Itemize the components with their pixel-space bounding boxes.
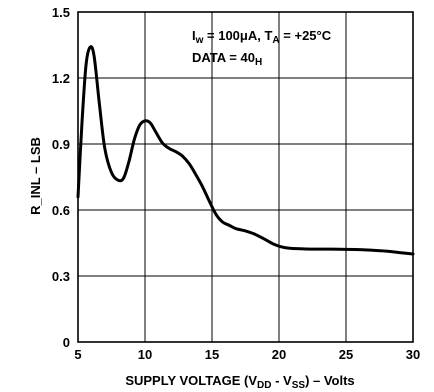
- series-line-group: [76, 45, 415, 256]
- annotation-line-2: DATA = 40H: [192, 50, 262, 68]
- x-tick-label: 30: [406, 347, 420, 362]
- x-tick-labels: 5 10 15 20 25 30: [74, 347, 420, 362]
- y-tick-labels: 0 0.3 0.6 0.9 1.2 1.5: [52, 5, 70, 350]
- x-tick-label: 15: [205, 347, 219, 362]
- y-tick-label: 1.5: [52, 5, 70, 20]
- y-tick-label: 0: [63, 335, 70, 350]
- series-line: [76, 45, 415, 256]
- annotation-line-1: Iw = 100μA, TA = +25°C: [192, 28, 332, 46]
- y-tick-label: 1.2: [52, 71, 70, 86]
- y-tick-label: 0.3: [52, 269, 70, 284]
- x-tick-label: 5: [74, 347, 81, 362]
- x-axis-label: SUPPLY VOLTAGE (VDD - VSS) – Volts: [125, 373, 354, 391]
- y-tick-label: 0.6: [52, 203, 70, 218]
- y-tick-label: 0.9: [52, 137, 70, 152]
- x-tick-label: 25: [339, 347, 353, 362]
- annotation: Iw = 100μA, TA = +25°C DATA = 40H: [192, 28, 332, 68]
- x-tick-label: 20: [272, 347, 286, 362]
- y-axis-label: R_INL – LSB: [28, 137, 43, 215]
- plot-frame: [77, 11, 414, 343]
- x-tick-label: 10: [138, 347, 152, 362]
